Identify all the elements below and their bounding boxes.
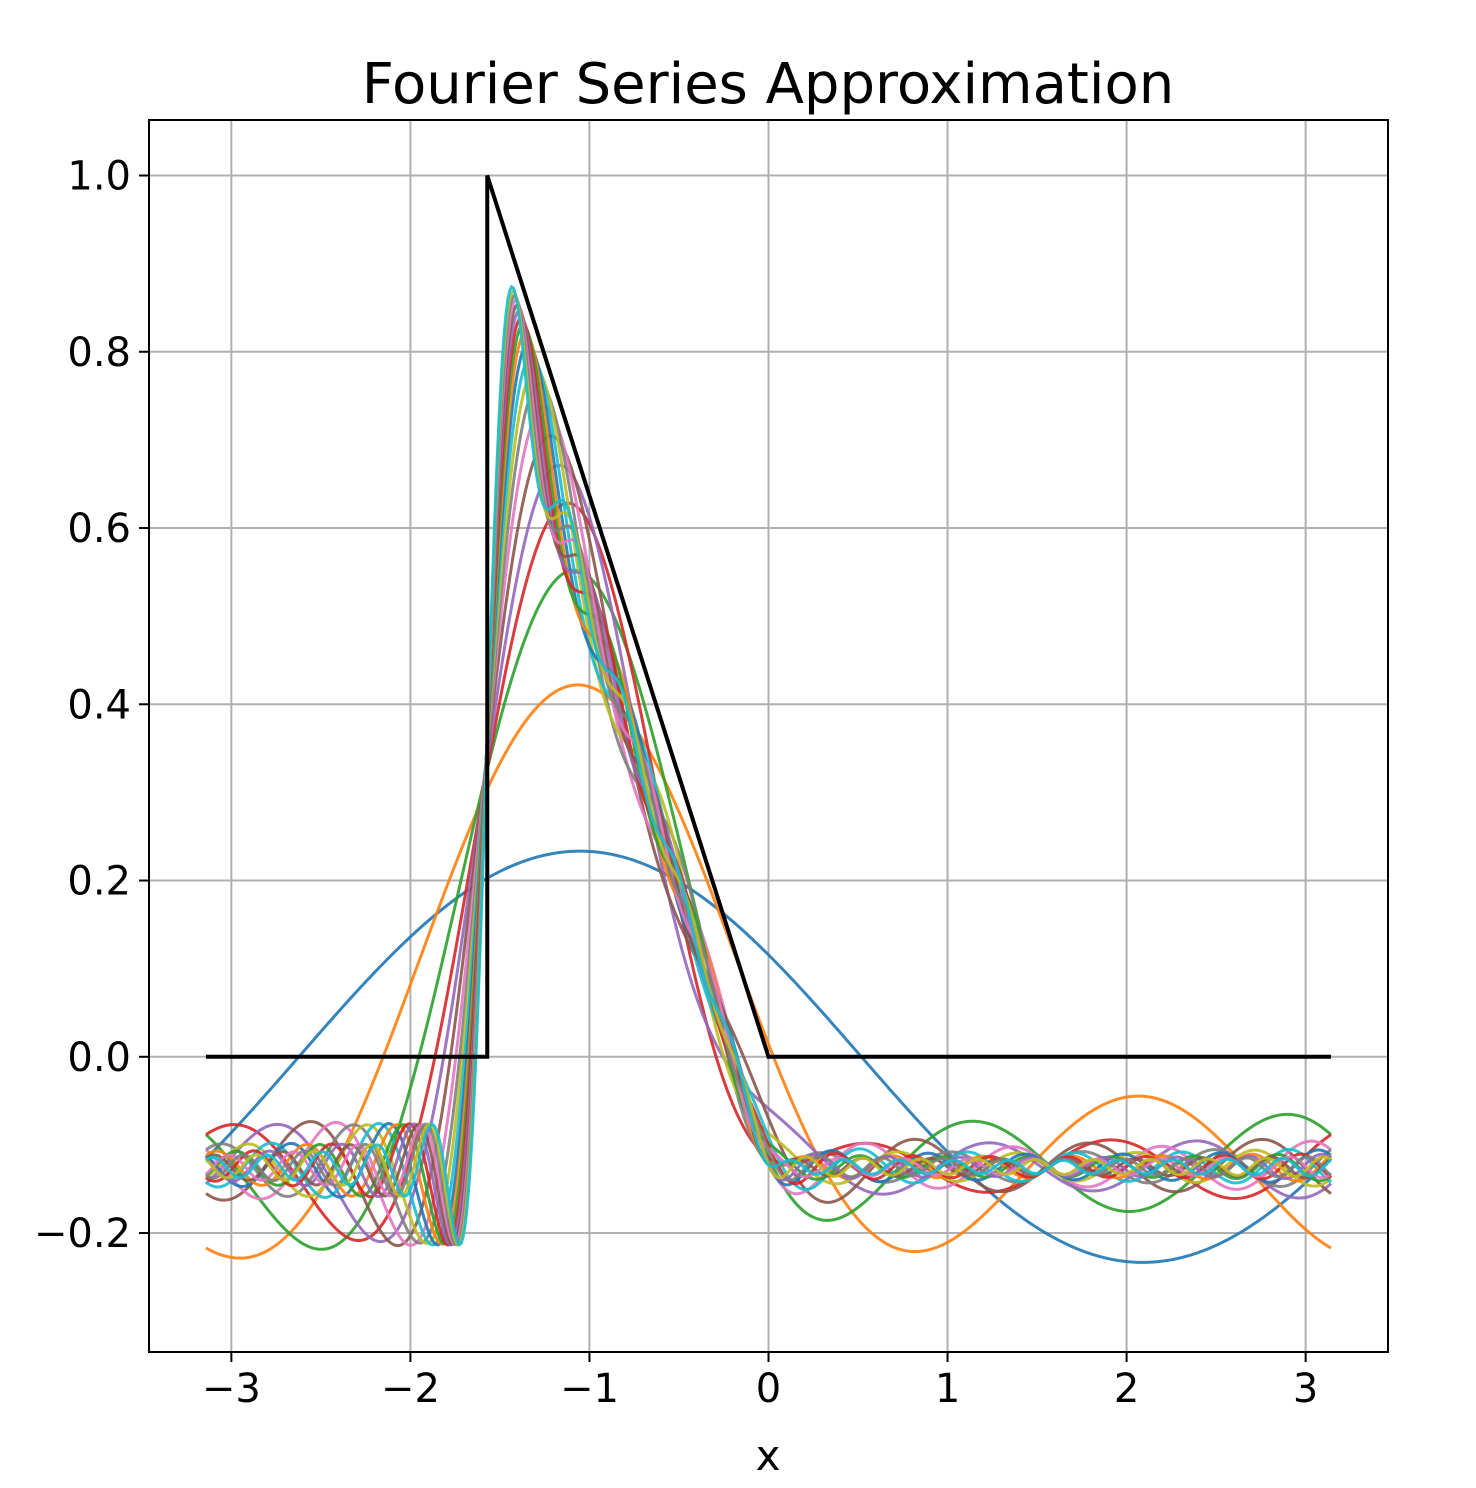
approximation-line: [205, 683, 1332, 1260]
x-tick-label: −1: [560, 1366, 619, 1412]
y-tick-label: −0.2: [34, 1211, 131, 1257]
y-axis-ticks: −0.2 0.0 0.2 0.4 0.6 0.8 1.0: [34, 154, 149, 1257]
x-tick-label: 1: [935, 1366, 960, 1412]
target-function-line: [206, 174, 1331, 1059]
y-tick-label: 0.0: [67, 1035, 131, 1081]
x-tick-label: 2: [1114, 1366, 1139, 1412]
series-group: [204, 174, 1333, 1264]
approximation-line: [205, 316, 1332, 1247]
y-tick-label: 0.6: [67, 506, 131, 552]
y-tick-label: 0.2: [67, 859, 131, 905]
grid-lines: [149, 120, 1388, 1352]
chart-title: Fourier Series Approximation: [362, 52, 1174, 117]
x-tick-label: 3: [1293, 1366, 1318, 1412]
x-axis-ticks: −3 −2 −1 0 1 2 3: [202, 1352, 1318, 1412]
x-tick-label: 0: [756, 1366, 781, 1412]
x-axis-label: x: [756, 1431, 781, 1480]
x-tick-label: −2: [381, 1366, 440, 1412]
y-tick-label: 1.0: [67, 154, 131, 200]
approximation-line: [205, 501, 1332, 1243]
approximation-line: [205, 294, 1332, 1247]
x-tick-label: −3: [202, 1366, 261, 1412]
approximation-line: [204, 849, 1333, 1264]
approximation-line: [205, 284, 1332, 1247]
y-tick-label: 0.8: [67, 330, 131, 376]
y-tick-label: 0.4: [67, 682, 131, 728]
